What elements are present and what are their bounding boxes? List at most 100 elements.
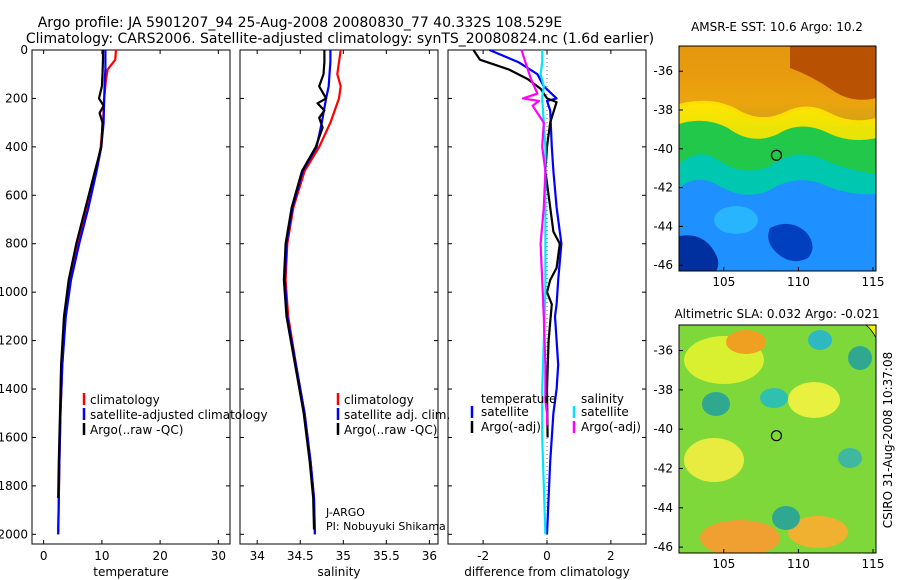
sst-cyan-patch (714, 206, 758, 234)
sst-cold-patch-left (679, 235, 719, 271)
temperature-panel-frame (31, 49, 231, 545)
salinity-x-tick-label: 34.5 (287, 549, 314, 563)
temperature-x-tick-label: 30 (211, 549, 226, 563)
difference-series-salinity-argo-adj (520, 49, 549, 426)
salinity-series-argo-raw-qc (282, 50, 328, 530)
difference-series-temperature-satellite (489, 48, 563, 535)
depth-tick-label: 1200 (0, 334, 28, 348)
depth-tick-label: 0 (20, 43, 28, 57)
sla-lon-tick-label: 105 (712, 557, 735, 571)
legend-label-sal-argo: Argo(-adj) (581, 420, 641, 434)
legend-label-argo: Argo(..raw -QC) (90, 423, 183, 437)
depth-tick-label: 2000 (0, 527, 28, 541)
salinity-legend: climatology satellite adj. clim. Argo(..… (336, 393, 450, 437)
temperature-x-tick-label: 20 (152, 549, 167, 563)
legend-label-climatology: climatology (344, 393, 414, 407)
temperature-x-axis-label: temperature (93, 565, 168, 579)
difference-x-tick-label: 2 (607, 549, 615, 563)
sst-map-title: AMSR-E SST: 10.6 Argo: 10.2 (691, 20, 863, 34)
sla-teal-eddy-5 (772, 506, 800, 530)
sla-lat-tick-label: -40 (653, 422, 673, 436)
temperature-x-tick-label: 0 (40, 549, 48, 563)
depth-tick-label: 1400 (0, 382, 28, 396)
sst-argo-location-marker (770, 149, 783, 161)
depth-tick-label: 1000 (0, 285, 28, 299)
depth-tick-label: 200 (5, 91, 28, 105)
title-line-2: Climatology: CARS2006. Satellite-adjuste… (26, 31, 654, 47)
legend-label-climatology: climatology (90, 393, 160, 407)
depth-tick-label: 1600 (0, 430, 28, 444)
salinity-x-axis-label: salinity (317, 565, 360, 579)
sst-lat-tick-label: -46 (653, 258, 673, 272)
sla-orange-blob (726, 330, 766, 354)
difference-x-tick-label: 0 (543, 549, 551, 563)
legend-label-sal-satellite: satellite (581, 405, 629, 419)
salinity-x-tick-label: 35.5 (373, 549, 400, 563)
legend-heading-temperature: temperature (481, 392, 556, 406)
difference-legend: temperature satellite Argo(-adj) salinit… (470, 392, 641, 434)
legend-label-temp-satellite: satellite (481, 405, 529, 419)
salinity-x-tick-label: 34 (250, 549, 265, 563)
sst-lat-tick-label: -38 (653, 103, 673, 117)
difference-series-temperature-argo-adj (472, 49, 561, 438)
sla-argo-location-marker (770, 430, 783, 442)
sla-map-frame (678, 324, 877, 554)
sla-lat-tick-label: -44 (653, 501, 673, 515)
sst-map-frame (678, 45, 877, 272)
sla-orange-blob-2 (700, 520, 780, 553)
legend-heading-salinity: salinity (581, 392, 624, 406)
depth-tick-label: 800 (5, 237, 28, 251)
salinity-panel-frame (239, 49, 439, 545)
sla-lat-tick-label: -46 (653, 540, 673, 554)
difference-x-tick-label: -2 (477, 549, 489, 563)
temperature-series-argo-raw-qc (57, 50, 105, 499)
sla-yellow-blob-2 (788, 382, 840, 418)
difference-x-axis-label: difference from climatology (464, 565, 630, 579)
sla-teal-eddy-3 (808, 330, 832, 350)
salinity-x-tick-label: 36 (422, 549, 437, 563)
sst-lat-tick-label: -42 (653, 181, 673, 195)
legend-label-satellite: satellite adj. clim. (344, 408, 450, 422)
difference-series-salinity-satellite (539, 50, 547, 535)
sst-cold-patch-mid (768, 223, 813, 262)
temperature-legend: climatology satellite-adjusted climatolo… (82, 393, 268, 437)
title-line-1: Argo profile: JA 5901207_94 25-Aug-2008 … (38, 15, 563, 31)
legend-label-satellite: satellite-adjusted climatology (90, 408, 268, 422)
platform-annotation: J-ARGO (325, 506, 365, 519)
temperature-x-tick-label: 10 (94, 549, 109, 563)
sla-lon-tick-label: 110 (787, 557, 810, 571)
sst-lon-tick-label: 115 (862, 275, 885, 289)
sla-teal-eddy-6 (838, 448, 862, 468)
sst-lon-tick-label: 110 (787, 275, 810, 289)
map-axes: -36 -38 -40 -42 -44 -46 105 110 115 -36 -38 -40 -42 -… (653, 64, 884, 571)
sla-lat-tick-label: -42 (653, 461, 673, 475)
legend-label-temp-argo: Argo(-adj) (481, 420, 541, 434)
sla-yellow-blob-3 (684, 438, 744, 482)
sla-teal-eddy-4 (848, 346, 872, 370)
depth-tick-label: 1800 (0, 479, 28, 493)
difference-panel-frame (447, 49, 647, 545)
sst-lat-tick-label: -40 (653, 142, 673, 156)
legend-label-argo: Argo(..raw -QC) (344, 423, 437, 437)
sla-orange-blob-3 (788, 516, 848, 548)
sla-lat-tick-label: -36 (653, 344, 673, 358)
sla-teal-eddy-1 (702, 392, 730, 416)
sla-teal-eddy-2 (760, 388, 788, 408)
depth-tick-label: 400 (5, 140, 28, 154)
sst-hot-corner (790, 46, 876, 100)
sst-yellow-band (679, 100, 876, 142)
depth-tick-label: 600 (5, 188, 28, 202)
sla-lon-tick-label: 115 (862, 557, 885, 571)
side-caption: CSIRO 31-Aug-2008 10:37:08 (881, 352, 895, 528)
sla-coast (865, 325, 876, 339)
sst-map-field (679, 46, 876, 271)
sla-map-field (679, 325, 876, 553)
sst-lat-tick-label: -44 (653, 219, 673, 233)
pi-annotation: PI: Nobuyuki Shikama (326, 520, 446, 533)
sla-lat-tick-label: -38 (653, 383, 673, 397)
sst-lon-tick-label: 105 (712, 275, 735, 289)
salinity-x-tick-label: 35 (336, 549, 351, 563)
